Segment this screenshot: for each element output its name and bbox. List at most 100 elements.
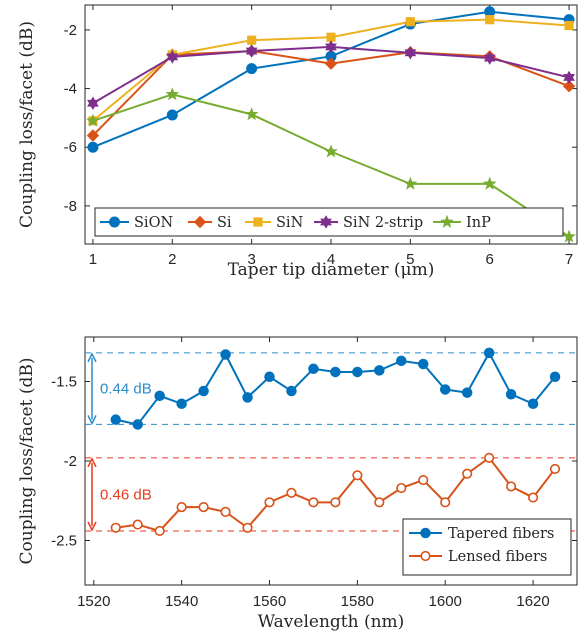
series-sin-2-strip — [87, 40, 575, 111]
legend-label: Lensed fibers — [448, 549, 547, 565]
x-tick-label: 1620 — [516, 593, 549, 610]
data-point-tapered-fibers — [264, 371, 275, 382]
data-point-sin — [405, 17, 415, 27]
data-point-lensed-fibers — [484, 452, 495, 463]
data-point-sin — [247, 35, 257, 45]
data-point-lensed-fibers — [549, 463, 561, 475]
data-point-tapered-fibers — [483, 347, 495, 359]
legend-item-si: Si — [188, 215, 232, 231]
data-point-sin-2-strip — [166, 50, 179, 64]
data-point-lensed-fibers — [352, 470, 363, 481]
data-point-lensed-fibers — [264, 497, 275, 508]
data-point-lensed-fibers — [176, 502, 187, 513]
data-point-sin-2-strip — [483, 51, 496, 65]
legend-box — [402, 518, 572, 576]
y-axis-label: Coupling loss/facet (dB) — [17, 21, 37, 228]
annotation-0-46-db: 0.46 dB — [85, 457, 577, 532]
series-inp — [86, 87, 576, 243]
x-tick-label: 5 — [406, 251, 414, 268]
y-axis: -8 -6 -4 -2 — [64, 22, 577, 215]
y-tick-label: -8 — [64, 198, 77, 215]
data-point-tapered-fibers — [242, 392, 253, 403]
legend-marker — [253, 217, 263, 227]
data-point-sin — [564, 20, 574, 31]
legend-item-sin-2-strip: SiN 2-strip — [314, 215, 423, 231]
legend-marker — [420, 550, 431, 562]
series-sion — [87, 6, 575, 153]
data-point-tapered-fibers — [132, 419, 143, 430]
legend-item-inp: InP — [433, 214, 491, 231]
data-point-lensed-fibers — [330, 497, 341, 508]
y-axis: -2.5 -2 -1.5 — [51, 374, 577, 549]
data-point-tapered-fibers — [418, 358, 429, 370]
series-lensed-fibers — [110, 452, 561, 537]
legend-marker — [420, 527, 431, 539]
y-tick-label: -4 — [64, 81, 77, 98]
data-point-lensed-fibers — [374, 497, 385, 508]
arrow-head — [87, 457, 97, 468]
data-point-tapered-fibers — [308, 363, 319, 375]
data-point-tapered-fibers — [549, 371, 561, 382]
x-axis: 1520 1540 1560 1580 1600 1620 — [77, 337, 550, 610]
data-point-sin — [326, 32, 336, 42]
data-point-sin-2-strip — [245, 44, 258, 58]
x-axis-label: Wavelength (nm) — [258, 612, 405, 632]
data-point-sin — [485, 15, 495, 25]
data-point-tapered-fibers — [110, 414, 121, 425]
y-tick-label: -6 — [64, 139, 77, 156]
data-point-lensed-fibers — [220, 506, 231, 517]
legend-label: Si — [217, 215, 232, 231]
x-axis: 1 2 3 4 5 6 7 — [89, 5, 573, 268]
legend-item-sin: SiN — [245, 215, 304, 231]
data-point-tapered-fibers — [396, 355, 407, 367]
legend-label: SiON — [134, 215, 173, 231]
y-tick-label: -2.5 — [51, 532, 77, 549]
data-point-inp — [324, 144, 338, 158]
data-point-lensed-fibers — [242, 522, 253, 533]
y-axis-label: Coupling loss/facet (dB) — [17, 358, 37, 565]
x-tick-label: 7 — [565, 251, 573, 268]
data-point-tapered-fibers — [198, 385, 209, 397]
data-point-tapered-fibers — [154, 390, 165, 402]
data-point-inp — [482, 176, 497, 190]
legend-marker — [320, 215, 332, 229]
data-point-lensed-fibers — [462, 468, 473, 479]
data-point-lensed-fibers — [527, 492, 539, 503]
legend-item-sion: SiON — [100, 215, 173, 231]
x-tick-label: 6 — [486, 251, 494, 268]
data-point-sion — [246, 63, 258, 75]
data-point-lensed-fibers — [506, 481, 517, 492]
annotation-label: 0.44 dB — [100, 381, 152, 398]
data-point-lensed-fibers — [132, 519, 143, 530]
data-point-tapered-fibers — [176, 398, 187, 410]
taper-diameter-chart: 1 2 3 4 5 6 7 -8 -6 -4 -2 Taper tip diameter (μm) Co… — [17, 4, 578, 280]
x-tick-label: 1560 — [253, 593, 286, 610]
data-point-lensed-fibers — [418, 475, 429, 486]
data-point-tapered-fibers — [505, 388, 517, 400]
legend-label: Tapered fibers — [448, 526, 554, 542]
data-point-tapered-fibers — [352, 366, 363, 378]
data-point-tapered-fibers — [527, 398, 539, 410]
data-point-lensed-fibers — [154, 525, 165, 537]
x-tick-label: 1580 — [341, 593, 374, 610]
x-tick-label: 4 — [327, 251, 335, 268]
legend-label: SiN 2-strip — [343, 215, 423, 231]
legend-marker — [193, 215, 207, 229]
y-tick-label: -2 — [64, 22, 77, 39]
data-point-tapered-fibers — [330, 366, 341, 378]
arrow-head — [87, 352, 97, 363]
annotation-label: 0.46 dB — [100, 486, 152, 503]
x-tick-label: 1 — [89, 251, 97, 268]
legend-label: SiN — [276, 215, 304, 231]
data-point-si — [562, 80, 576, 93]
x-tick-label: 3 — [247, 251, 255, 268]
data-point-tapered-fibers — [439, 384, 451, 395]
data-point-sin-2-strip — [404, 46, 417, 60]
legend-item-tapered-fibers: Tapered fibers — [409, 526, 554, 542]
legend-marker — [440, 214, 454, 228]
data-point-sin-2-strip — [325, 40, 337, 54]
y-tick-label: -1.5 — [51, 374, 77, 391]
data-point-tapered-fibers — [374, 365, 385, 376]
legend: Tapered fibers Lensed fibers — [402, 518, 572, 576]
